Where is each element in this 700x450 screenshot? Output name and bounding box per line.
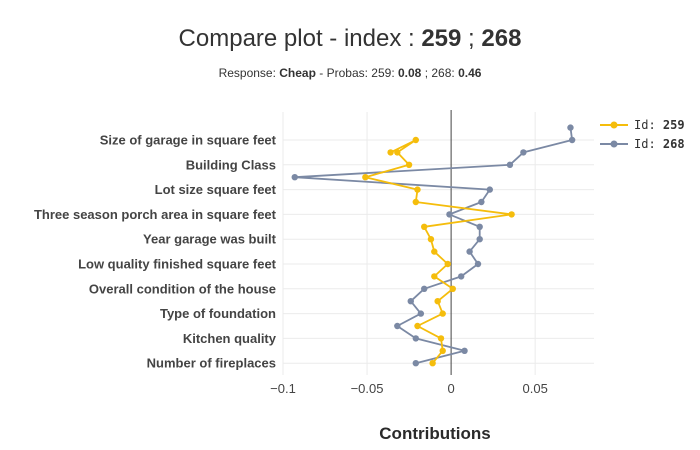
y-tick-label: Size of garage in square feet	[100, 133, 277, 148]
y-tick-label: Three season porch area in square feet	[34, 207, 277, 222]
subtitle-response-value: Cheap	[279, 66, 316, 80]
subtitle-probas-label: - Probas: 259:	[316, 66, 398, 80]
data-point[interactable]	[387, 149, 394, 156]
data-point[interactable]	[476, 223, 483, 230]
series-layer	[291, 124, 576, 367]
y-tick-labels: Size of garage in square feet Building Cl…	[34, 133, 277, 371]
legend-id: 259	[663, 118, 685, 132]
data-point[interactable]	[412, 198, 420, 206]
x-tick-label: 0.05	[523, 381, 548, 396]
series-line-268	[293, 127, 573, 365]
y-tick-label: Type of foundation	[160, 306, 276, 321]
x-axis-label: Contributions	[379, 424, 490, 443]
data-point[interactable]	[412, 335, 420, 342]
data-point[interactable]	[434, 298, 441, 305]
data-point[interactable]	[486, 186, 493, 193]
data-point[interactable]	[427, 236, 435, 243]
legend-id: 268	[663, 137, 685, 151]
subtitle-proba-b: 0.46	[458, 66, 482, 80]
data-point[interactable]	[506, 161, 514, 168]
legend-item-268[interactable]: Id: 268	[600, 137, 685, 151]
data-point[interactable]	[449, 285, 456, 292]
subtitle-proba-a: 0.08	[398, 66, 422, 80]
title-id-a: 259	[421, 25, 461, 52]
x-tick-labels: −0.1 −0.05 0 0.05	[270, 381, 548, 396]
data-point[interactable]	[439, 310, 446, 317]
legend[interactable]: Id: 259 Id: 268	[600, 118, 685, 151]
data-point[interactable]	[457, 273, 465, 280]
legend-prefix: Id:	[634, 118, 663, 132]
data-point[interactable]	[417, 310, 425, 317]
x-gridlines	[282, 112, 536, 375]
data-point[interactable]	[414, 322, 421, 330]
data-point[interactable]	[520, 149, 527, 156]
y-tick-label: Year garage was built	[143, 232, 277, 247]
data-point[interactable]	[394, 149, 401, 156]
x-tick-label: −0.1	[270, 381, 296, 396]
data-point[interactable]	[431, 248, 438, 255]
data-point[interactable]	[412, 136, 420, 144]
data-point[interactable]	[412, 360, 420, 367]
data-point[interactable]	[476, 236, 483, 243]
data-point[interactable]	[407, 298, 414, 305]
x-tick-label: 0	[447, 381, 454, 396]
legend-prefix: Id:	[634, 137, 663, 151]
legend-swatch-marker	[610, 140, 618, 148]
y-tick-label: Lot size square feet	[155, 182, 277, 197]
y-tick-label: Number of fireplaces	[147, 356, 276, 371]
chart-title: Compare plot - index : 259 ; 268	[179, 25, 522, 52]
data-point[interactable]	[421, 285, 428, 292]
y-tick-label: Building Class	[186, 157, 276, 172]
data-point[interactable]	[474, 260, 482, 268]
data-point[interactable]	[437, 335, 445, 342]
data-point[interactable]	[461, 347, 468, 354]
data-point[interactable]	[446, 211, 453, 218]
y-tick-label: Overall condition of the house	[89, 281, 276, 296]
title-separator: ;	[461, 25, 481, 52]
data-point[interactable]	[405, 161, 413, 168]
data-point[interactable]	[478, 198, 485, 206]
legend-swatch-marker	[610, 121, 618, 129]
legend-label-259: Id: 259	[634, 118, 685, 132]
data-point[interactable]	[439, 347, 446, 354]
subtitle-response-label: Response:	[219, 66, 280, 80]
data-point[interactable]	[421, 223, 428, 230]
data-point[interactable]	[414, 186, 421, 193]
data-point[interactable]	[567, 124, 574, 131]
data-point[interactable]	[362, 174, 369, 181]
data-point[interactable]	[394, 322, 401, 330]
legend-item-259[interactable]: Id: 259	[600, 118, 685, 132]
title-id-b: 268	[481, 25, 521, 52]
data-point[interactable]	[431, 273, 438, 280]
series-259	[362, 136, 515, 367]
subtitle-probas-separator: ; 268:	[421, 66, 458, 80]
y-gridlines	[283, 139, 594, 364]
series-line-259	[364, 139, 513, 364]
title-prefix: Compare plot - index :	[179, 25, 422, 52]
data-point[interactable]	[444, 260, 451, 268]
data-point[interactable]	[429, 360, 436, 367]
data-point[interactable]	[466, 248, 473, 255]
data-point[interactable]	[508, 211, 515, 218]
legend-label-268: Id: 268	[634, 137, 685, 151]
data-point[interactable]	[291, 174, 298, 181]
chart-subtitle: Response: Cheap - Probas: 259: 0.08 ; 26…	[219, 66, 482, 80]
y-tick-label: Low quality finished square feet	[78, 257, 277, 272]
series-268	[291, 124, 576, 367]
data-point[interactable]	[568, 136, 576, 144]
x-tick-label: −0.05	[351, 381, 384, 396]
y-tick-label: Kitchen quality	[183, 331, 277, 346]
